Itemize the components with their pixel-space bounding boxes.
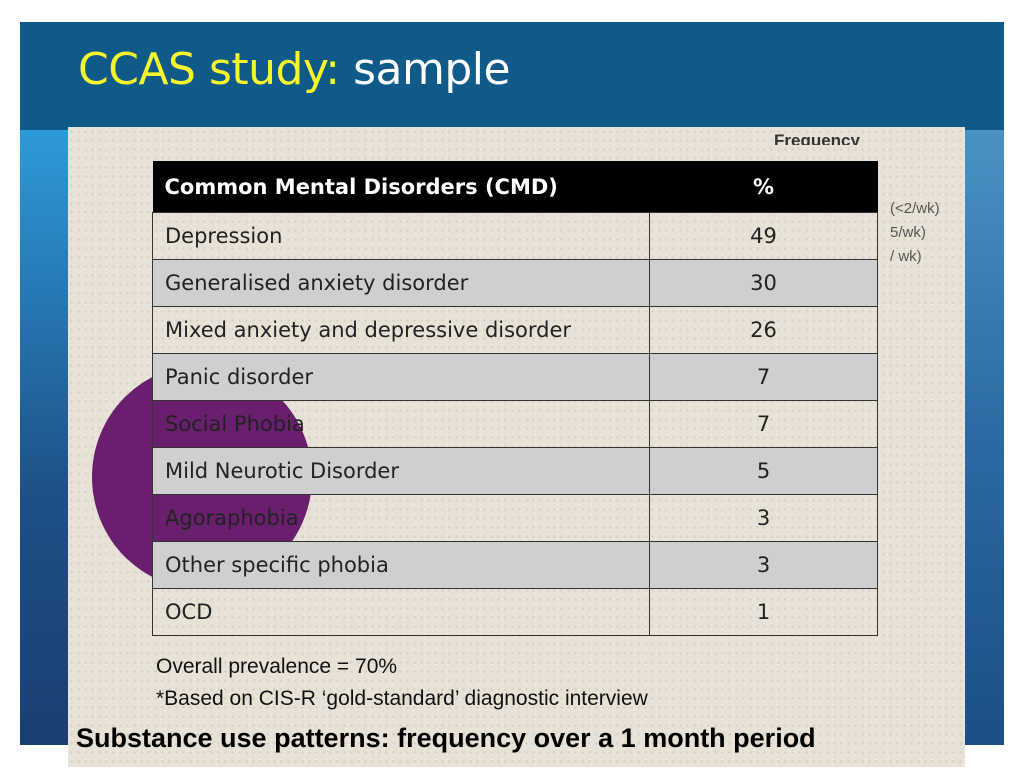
table-row: Other specific phobia 3 — [152, 541, 878, 589]
notes: Overall prevalence = 70% *Based on CIS-R… — [156, 651, 648, 715]
disorder-cell: Social Phobia — [152, 400, 650, 448]
disorder-cell: OCD — [152, 588, 650, 636]
right-decor-strip — [960, 130, 1004, 745]
disorder-cell: Generalised anxiety disorder — [152, 259, 650, 307]
disorder-cell: Panic disorder — [152, 353, 650, 401]
table-row: Depression 49 — [152, 212, 878, 260]
table-row: Mixed anxiety and depressive disorder 26 — [152, 306, 878, 354]
overall-prevalence: Overall prevalence = 70% — [156, 655, 398, 678]
disorder-cell: Mixed anxiety and depressive disorder — [152, 306, 650, 354]
cmd-table: Common Mental Disorders (CMD) % Depressi… — [152, 161, 878, 636]
table-row: Generalised anxiety disorder 30 — [152, 259, 878, 307]
disorder-cell: Agoraphobia — [152, 494, 650, 542]
slide-title: CCAS study: sample — [78, 44, 511, 95]
frequency-label-partial: Frequency — [774, 131, 860, 145]
table-row: Panic disorder 7 — [152, 353, 878, 401]
image-subtitle: Substance use patterns: frequency over a… — [76, 723, 816, 753]
legend-item: 5/wk) — [890, 224, 926, 241]
table-row: Mild Neurotic Disorder 5 — [152, 447, 878, 495]
percent-cell: 3 — [649, 541, 878, 589]
footnote: *Based on CIS-R ‘gold-standard’ diagnost… — [156, 687, 648, 710]
header-percent: % — [649, 161, 878, 213]
header-disorder: Common Mental Disorders (CMD) — [152, 161, 650, 213]
percent-cell: 30 — [649, 259, 878, 307]
disorder-cell: Depression — [152, 212, 650, 260]
title-rest: sample — [353, 44, 511, 95]
table-header-row: Common Mental Disorders (CMD) % — [152, 161, 878, 213]
legend-partial: (<2/wk) 5/wk) / wk) — [890, 197, 940, 269]
percent-cell: 7 — [649, 353, 878, 401]
percent-cell: 3 — [649, 494, 878, 542]
legend-item: / wk) — [890, 248, 922, 265]
table-row: OCD 1 — [152, 588, 878, 636]
title-highlight: CCAS study: — [78, 44, 340, 95]
percent-cell: 1 — [649, 588, 878, 636]
table-row: Agoraphobia 3 — [152, 494, 878, 542]
slide-header — [20, 22, 1004, 130]
left-decor-strip — [20, 130, 70, 745]
percent-cell: 49 — [649, 212, 878, 260]
disorder-cell: Other specific phobia — [152, 541, 650, 589]
table-row: Social Phobia 7 — [152, 400, 878, 448]
percent-cell: 26 — [649, 306, 878, 354]
percent-cell: 7 — [649, 400, 878, 448]
embedded-image: Frequency (<2/wk) 5/wk) / wk) Common Men… — [68, 127, 965, 767]
disorder-cell: Mild Neurotic Disorder — [152, 447, 650, 495]
legend-item: (<2/wk) — [890, 200, 940, 217]
percent-cell: 5 — [649, 447, 878, 495]
